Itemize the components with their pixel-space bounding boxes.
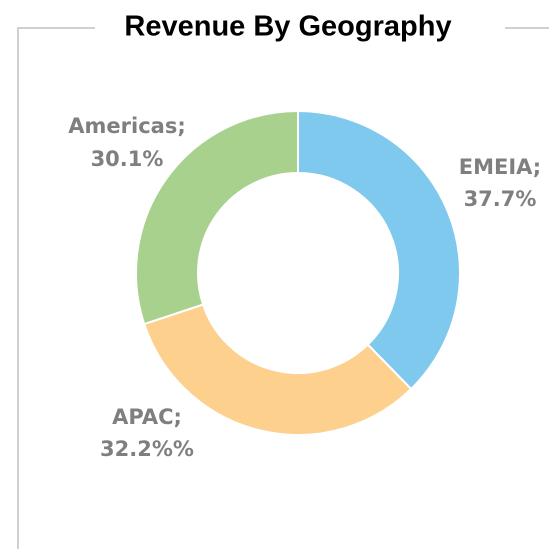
slice-value: 37.7% [464, 187, 537, 211]
donut-slice [142, 303, 413, 436]
donut-slice [297, 109, 461, 391]
slice-value: 32.2%% [100, 437, 194, 461]
slice-category: EMEIA; [459, 155, 541, 179]
donut-slice [135, 109, 299, 326]
slice-category: Americas; [68, 114, 185, 138]
slice-category: APAC; [112, 405, 182, 429]
frame [17, 27, 95, 549]
slice-value: 30.1% [91, 147, 164, 171]
chart-title: Revenue By Geography [124, 11, 451, 43]
